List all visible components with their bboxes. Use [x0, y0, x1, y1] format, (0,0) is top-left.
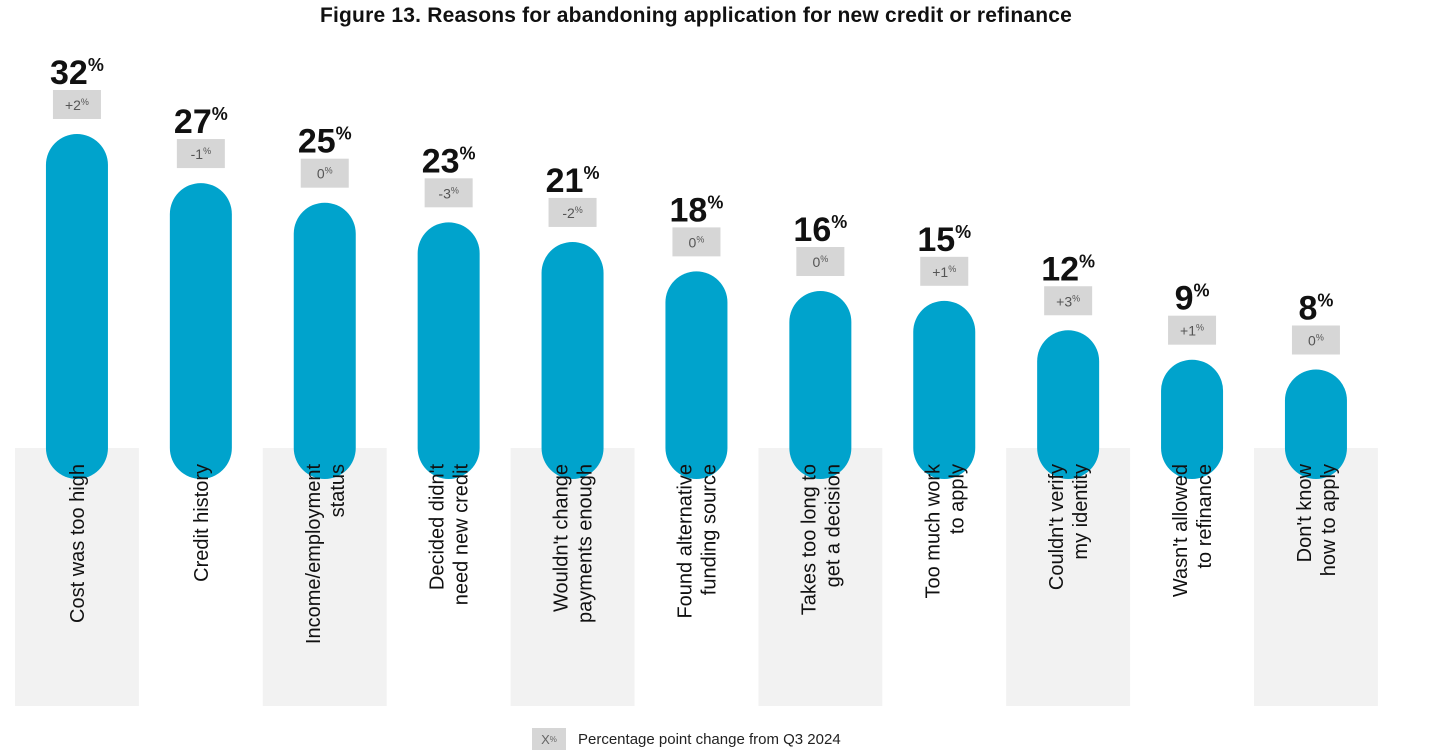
category-label: Too much work to apply	[922, 463, 968, 598]
bar	[665, 271, 728, 479]
category-label: Don't know how to apply	[1294, 463, 1340, 576]
category-label-line: Takes too long to	[798, 464, 820, 615]
chart-title: Figure 13. Reasons for abandoning applic…	[319, 4, 1073, 27]
category-label: Couldn't verify my identity	[1046, 464, 1092, 590]
bar	[913, 300, 976, 479]
category-shade	[1254, 448, 1378, 706]
category-labels: Cost was too high Credit history Income/em…	[67, 463, 1340, 644]
value-label: 15%	[917, 221, 971, 259]
category-label-line: Wasn't allowed	[1170, 464, 1192, 597]
category-label-line: my identity	[1070, 464, 1092, 560]
value-label: 21%	[546, 162, 600, 200]
change-label: 0%	[1308, 333, 1324, 349]
legend: X% Percentage point change from Q3 2024	[532, 728, 841, 750]
bar	[417, 222, 480, 479]
change-label: +1%	[1180, 323, 1204, 339]
value-label: 9%	[1175, 280, 1210, 318]
legend-label: Percentage point change from Q3 2024	[578, 730, 841, 748]
category-label-line: status	[327, 464, 349, 517]
bars: +2% 32% -1% 27% 0% 25% -3% 23% -2% 21% 0% 18% 0% 16% +…	[45, 54, 1347, 479]
value-label: 18%	[670, 191, 724, 229]
bar	[789, 291, 852, 479]
value-label: 23%	[422, 142, 476, 180]
category-label-line: Decided didn't	[427, 464, 449, 591]
change-badge	[548, 197, 597, 227]
change-label: +3%	[1056, 293, 1080, 309]
change-label: 0%	[317, 166, 333, 182]
category-label-line: need new credit	[451, 464, 473, 606]
change-badge	[176, 139, 225, 169]
bar	[293, 202, 356, 479]
legend-swatch-unit: %	[549, 734, 557, 744]
category-label-line: to apply	[946, 464, 968, 534]
change-label: 0%	[689, 234, 705, 250]
value-label: 16%	[793, 211, 847, 249]
value-label: 32%	[50, 54, 104, 92]
category-label-line: how to apply	[1318, 464, 1340, 576]
change-badge	[1168, 315, 1217, 345]
category-label-line: to refinance	[1194, 464, 1216, 569]
category-label-line: get a decision	[822, 464, 844, 587]
change-badge	[300, 158, 349, 188]
change-label: +2%	[65, 97, 89, 113]
category-label: Decided didn't need new credit	[427, 464, 473, 606]
category-label: Cost was too high	[67, 464, 89, 623]
value-label: 27%	[174, 103, 228, 141]
change-badge	[424, 178, 473, 208]
change-badge	[52, 90, 101, 119]
category-label-line: Couldn't verify	[1046, 464, 1068, 590]
change-badge	[672, 227, 721, 257]
category-label: Wasn't allowed to refinance	[1170, 464, 1216, 597]
category-label: Credit history	[191, 464, 213, 582]
change-badge	[1291, 325, 1340, 355]
category-label: Income/employment status	[303, 464, 349, 645]
category-label-line: payments enough	[575, 464, 597, 623]
legend-swatch-text: X	[541, 731, 550, 747]
category-shade	[15, 448, 139, 706]
bar	[1284, 369, 1347, 479]
bar	[1037, 330, 1100, 479]
bar	[1161, 359, 1224, 479]
category-shade	[262, 448, 387, 706]
category-label-line: Cost was too high	[67, 464, 89, 623]
change-label: -2%	[562, 205, 582, 221]
value-label: 12%	[1041, 250, 1095, 288]
category-shade	[758, 448, 883, 706]
change-badge	[920, 256, 969, 286]
legend-swatch: X%	[532, 728, 566, 750]
change-label: -3%	[438, 185, 458, 201]
value-label: 8%	[1298, 290, 1333, 328]
category-label-line: Don't know	[1294, 463, 1316, 562]
bar	[541, 241, 604, 479]
category-label-line: Found alternative	[674, 464, 696, 619]
change-badge	[796, 247, 845, 276]
change-badge	[1044, 286, 1093, 316]
category-label: Takes too long to get a decision	[798, 464, 844, 615]
value-label: 25%	[298, 123, 352, 161]
category-shading	[15, 448, 1378, 706]
category-label-line: Wouldn't change	[551, 464, 573, 612]
category-label-line: Income/employment	[303, 464, 325, 645]
change-label: +1%	[932, 264, 956, 280]
category-label-line: Credit history	[191, 464, 213, 582]
category-shade	[510, 448, 635, 706]
category-label-line: funding source	[698, 464, 720, 595]
change-label: -1%	[191, 146, 211, 162]
category-label: Wouldn't change payments enough	[551, 464, 597, 623]
category-label-line: Too much work	[922, 463, 944, 598]
category-shade	[1006, 448, 1131, 706]
change-label: 0%	[812, 254, 828, 270]
category-label: Found alternative funding source	[674, 464, 720, 619]
bar	[169, 183, 232, 479]
bar	[45, 134, 108, 479]
